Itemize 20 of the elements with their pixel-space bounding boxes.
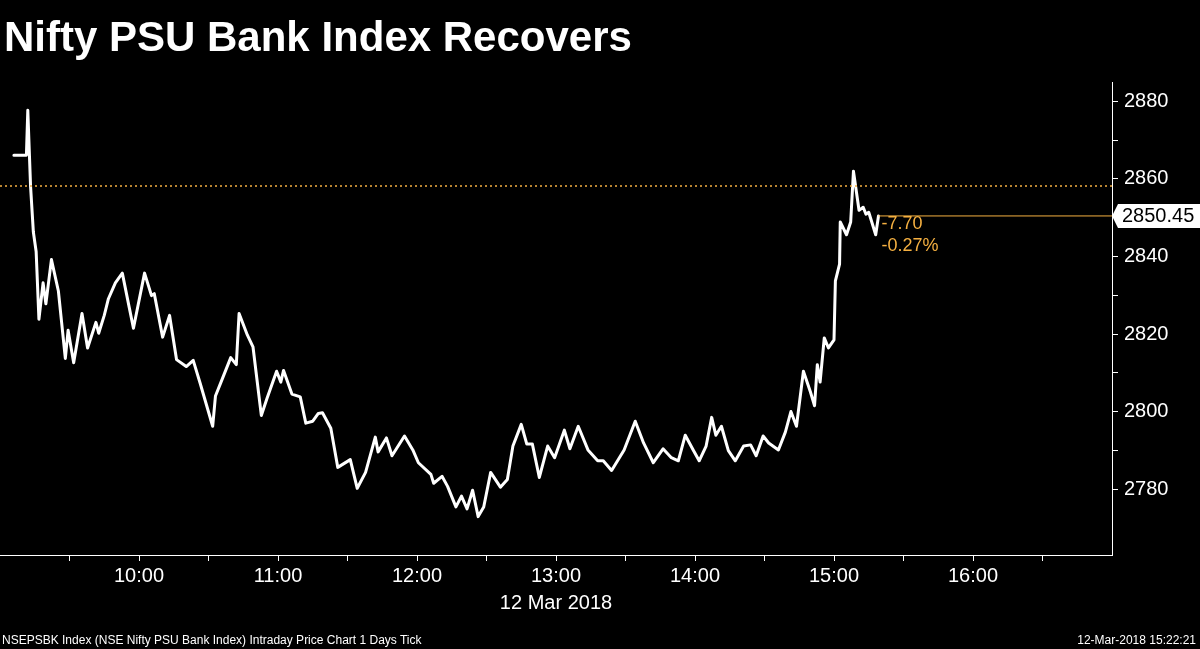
y-tick-label: 2800	[1124, 399, 1169, 422]
x-tick-label: 13:00	[530, 563, 582, 586]
y-tick-label: 2820	[1124, 321, 1169, 344]
text: NSEPSBK Index (NSE Nifty PSU Bank Index) Intraday Price Chart 1 Days Tick	[2, 633, 422, 647]
x-axis-title: 12 Mar 2018	[499, 590, 613, 613]
text: 12-Mar-2018 15:22:21	[1077, 633, 1196, 647]
x-tick-label: 10:00	[113, 563, 165, 586]
x-tick-label: 12:00	[391, 563, 443, 586]
annotation: -0.27%	[881, 234, 939, 255]
ref-line-label: 2850.45	[1122, 204, 1195, 227]
y-tick-label: 2880	[1124, 88, 1169, 111]
x-tick-label: 16:00	[947, 563, 999, 586]
y-tick-label: 2840	[1124, 243, 1169, 266]
chart-title: Nifty PSU Bank Index Recovers	[3, 12, 633, 62]
annotation: -7.70	[881, 212, 923, 233]
x-tick-label: 14:00	[669, 563, 721, 586]
x-tick-label: 11:00	[253, 563, 303, 586]
x-tick-label: 15:00	[808, 563, 860, 586]
y-tick-label: 2860	[1124, 166, 1169, 189]
y-tick-label: 2780	[1124, 476, 1169, 499]
